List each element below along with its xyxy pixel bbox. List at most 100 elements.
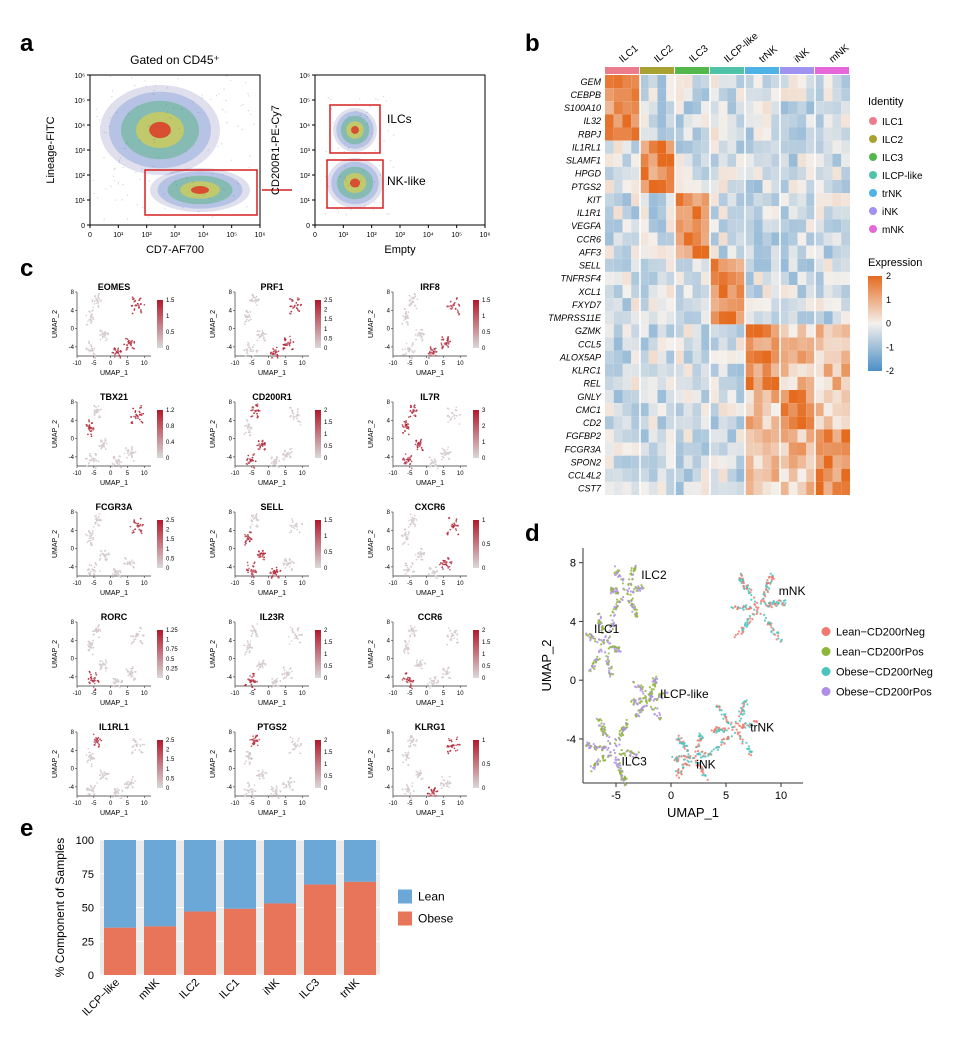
b-legend-dot <box>869 135 877 143</box>
b-gene-label: CCL4L2 <box>568 471 601 481</box>
svg-text:10⁶: 10⁶ <box>74 73 85 80</box>
svg-text:-5: -5 <box>407 471 413 477</box>
svg-text:0: 0 <box>324 346 328 352</box>
svg-text:5: 5 <box>284 471 288 477</box>
svg-text:10³: 10³ <box>395 232 406 239</box>
svg-text:10⁶: 10⁶ <box>255 232 266 239</box>
svg-text:10¹: 10¹ <box>338 232 349 239</box>
svg-text:UMAP_1: UMAP_1 <box>258 700 286 707</box>
panel-label-a: a <box>20 30 33 58</box>
b-gene-label: CEBPB <box>570 90 601 100</box>
svg-text:1.25: 1.25 <box>166 628 178 634</box>
b-cluster-bar <box>640 67 674 74</box>
e-bar-obese <box>344 882 376 975</box>
svg-text:1.5: 1.5 <box>166 537 175 543</box>
svg-text:10³: 10³ <box>75 148 86 155</box>
svg-text:1: 1 <box>482 440 486 446</box>
c-gene-title: KLRG1 <box>415 722 446 732</box>
e-legend-swatch <box>398 912 412 926</box>
svg-text:4: 4 <box>229 638 233 644</box>
svg-text:-4: -4 <box>385 455 391 461</box>
svg-text:8: 8 <box>229 730 233 736</box>
d-cluster-label: ILC3 <box>622 754 648 768</box>
svg-text:UMAP_2: UMAP_2 <box>368 640 375 668</box>
svg-text:0.5: 0.5 <box>324 664 333 670</box>
a-ilcs-label: ILCs <box>387 112 412 126</box>
svg-text:10²: 10² <box>142 232 153 239</box>
svg-text:0: 0 <box>109 691 113 697</box>
b-legend-label: ILC3 <box>882 153 904 164</box>
e-bar-lean <box>104 840 136 928</box>
svg-text:UMAP_2: UMAP_2 <box>368 530 375 558</box>
svg-text:0.5: 0.5 <box>482 664 491 670</box>
e-cat-label: trNK <box>338 976 363 1001</box>
svg-text:0: 0 <box>387 437 391 443</box>
d-legend-label: Lean−CD200rPos <box>836 647 924 659</box>
svg-text:10: 10 <box>299 361 306 367</box>
e-cat-label: mNK <box>136 976 162 1002</box>
d-cluster-label: ILC2 <box>641 568 667 582</box>
svg-text:UMAP_2: UMAP_2 <box>210 310 217 338</box>
b-gene-label: CST7 <box>578 484 602 494</box>
d-cluster-label: trNK <box>750 721 774 735</box>
b-legend-label: ILC2 <box>882 135 904 146</box>
b-cluster-label: ILCP-like <box>722 31 760 66</box>
svg-text:4: 4 <box>229 748 233 754</box>
svg-text:0: 0 <box>482 346 486 352</box>
e-bar-obese <box>184 912 216 975</box>
svg-text:0: 0 <box>229 547 233 553</box>
c-gene-title: CXCR6 <box>415 502 446 512</box>
svg-text:10³: 10³ <box>170 232 181 239</box>
svg-text:10: 10 <box>299 581 306 587</box>
svg-text:10⁴: 10⁴ <box>198 232 209 239</box>
svg-text:UMAP_1: UMAP_1 <box>100 810 128 817</box>
svg-text:-4: -4 <box>69 785 75 791</box>
svg-text:0: 0 <box>267 361 271 367</box>
svg-text:-10: -10 <box>231 361 240 367</box>
svg-text:5: 5 <box>126 361 130 367</box>
svg-text:0.5: 0.5 <box>324 774 333 780</box>
svg-text:-5: -5 <box>91 471 97 477</box>
svg-text:8: 8 <box>387 510 391 516</box>
svg-text:UMAP_1: UMAP_1 <box>258 480 286 487</box>
svg-text:8: 8 <box>387 730 391 736</box>
panel-label-c: c <box>20 255 33 283</box>
b-gene-label: SLAMF1 <box>566 156 601 166</box>
svg-text:2: 2 <box>324 628 328 634</box>
svg-text:-4: -4 <box>385 675 391 681</box>
c-colorbar <box>473 410 479 458</box>
svg-text:-10: -10 <box>73 801 82 807</box>
svg-text:8: 8 <box>387 620 391 626</box>
d-legend-dot <box>822 627 831 636</box>
svg-text:10⁶: 10⁶ <box>299 73 310 80</box>
b-gene-label: VEGFA <box>571 221 601 231</box>
b-gene-label: GEM <box>580 77 601 87</box>
svg-text:8: 8 <box>71 290 75 296</box>
e-bar-obese <box>224 909 256 975</box>
b-gene-label: PTGS2 <box>571 182 601 192</box>
b-cluster-label: ILC2 <box>652 43 676 65</box>
svg-text:0: 0 <box>267 471 271 477</box>
svg-text:0: 0 <box>109 361 113 367</box>
svg-text:0: 0 <box>306 223 310 230</box>
svg-text:-5: -5 <box>91 361 97 367</box>
svg-text:0: 0 <box>482 676 486 682</box>
svg-text:5: 5 <box>442 581 446 587</box>
svg-text:0: 0 <box>324 566 328 572</box>
svg-text:4: 4 <box>387 748 391 754</box>
e-cat-label: ILC2 <box>177 977 202 1002</box>
svg-text:-5: -5 <box>407 801 413 807</box>
b-expr-tick: -1 <box>886 342 894 352</box>
e-legend-label: Lean <box>418 890 445 904</box>
svg-text:-4: -4 <box>69 565 75 571</box>
svg-text:10: 10 <box>299 801 306 807</box>
svg-text:-4: -4 <box>566 734 576 746</box>
panel-b-heatmap: ILC1ILC2ILC3ILCP-liketrNKiNKmNKGEMCEBPBS… <box>530 40 960 520</box>
svg-text:1: 1 <box>324 652 328 658</box>
svg-text:10⁴: 10⁴ <box>299 123 310 130</box>
d-cluster-label: ILCP-like <box>660 687 709 701</box>
panel-e-barchart: 0255075100% Component of SamplesILCP−lik… <box>40 830 490 1050</box>
c-gene-title: CCR6 <box>418 612 443 622</box>
e-cat-label: ILCP−like <box>80 977 122 1019</box>
svg-text:2: 2 <box>324 408 328 414</box>
